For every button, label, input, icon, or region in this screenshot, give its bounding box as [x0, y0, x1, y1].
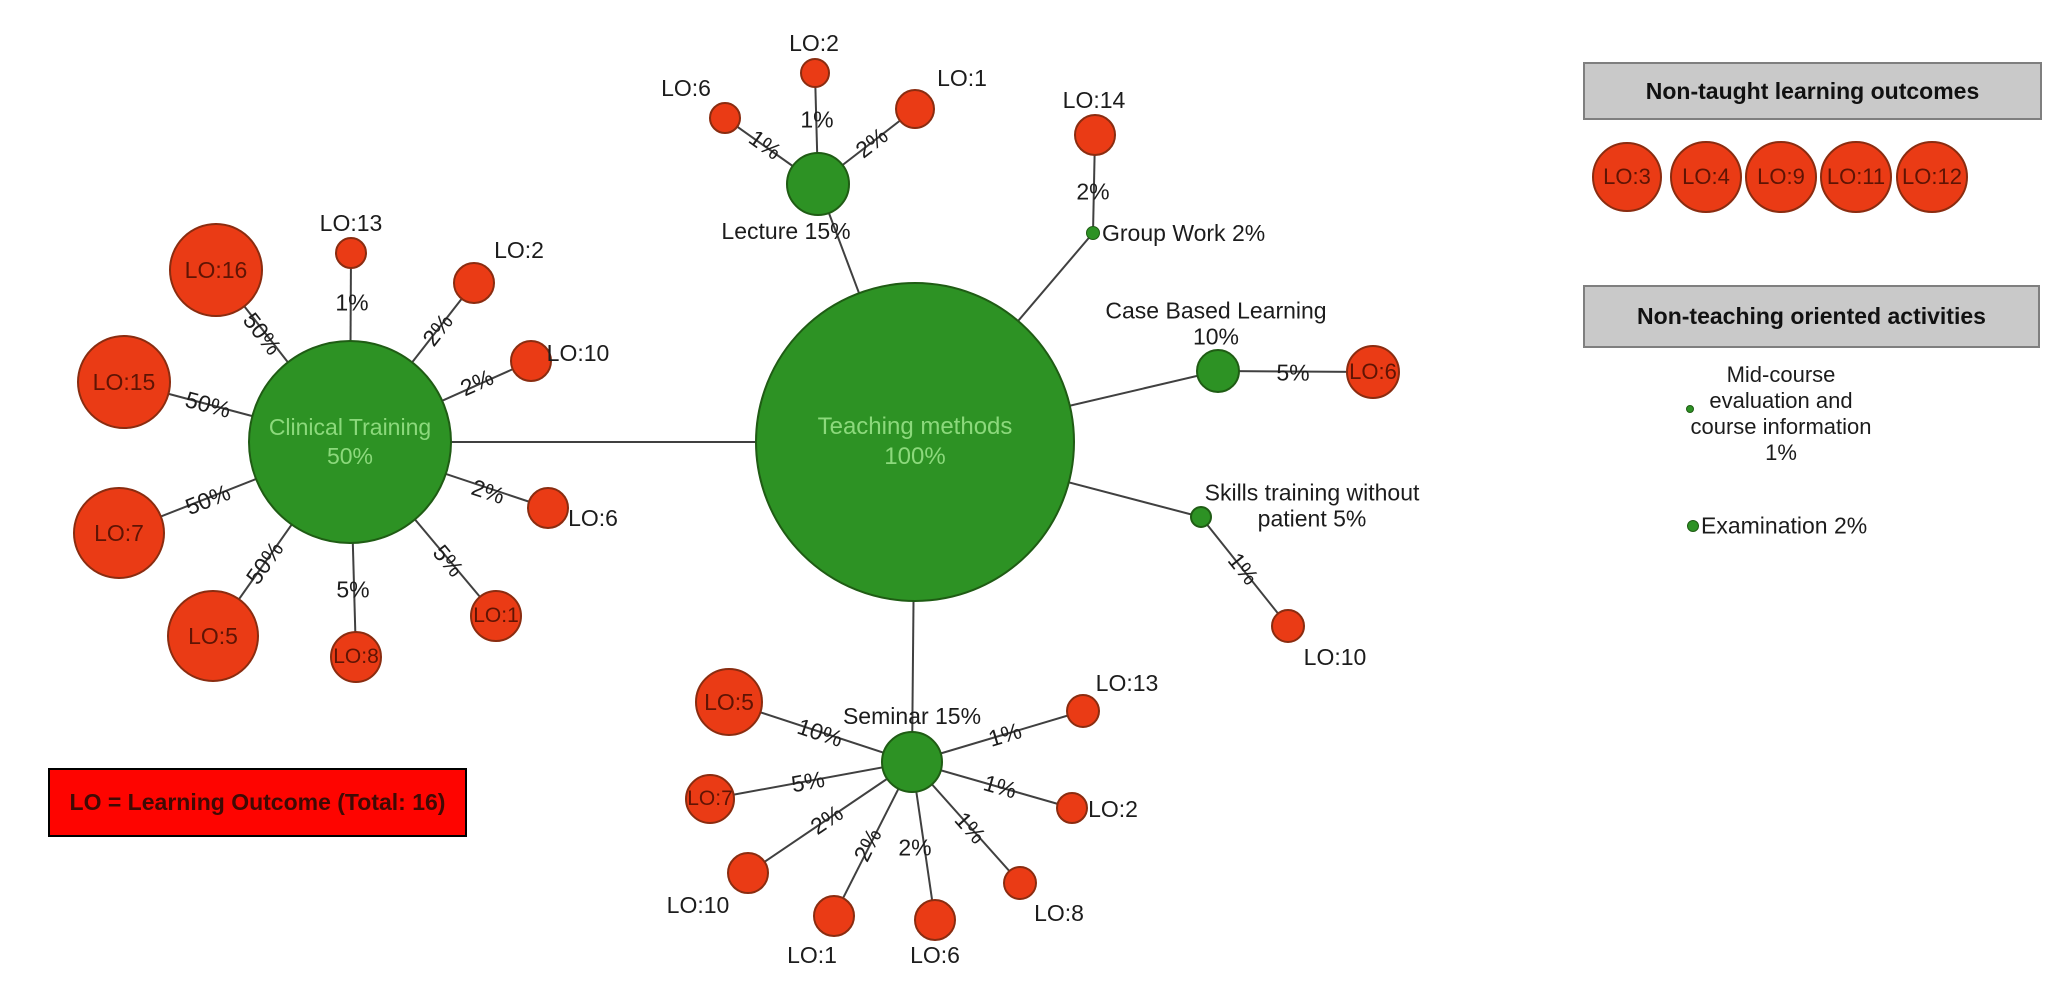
node-lo2-clinical [453, 262, 495, 304]
label-lo6-seminar: LO:6 [910, 941, 960, 968]
label-case-based-learning: Case Based Learning 10% [1105, 297, 1327, 350]
node-lo2-seminar [1056, 792, 1088, 824]
label-group-work: Group Work 2% [1102, 219, 1266, 246]
edge-percent-label: 5% [1276, 359, 1310, 386]
node-lo3-legend-label: LO:3 [1603, 164, 1651, 190]
node-lo7-seminar-label: LO:7 [687, 786, 733, 810]
node-skills-training [1190, 506, 1212, 528]
node-lo10-seminar [727, 852, 769, 894]
label-lo13-seminar: LO:13 [1095, 669, 1159, 696]
label-lo14-groupwork: LO:14 [1062, 86, 1126, 113]
node-lo7-seminar: LO:7 [685, 774, 735, 824]
examination-label: Examination 2% [1701, 512, 1868, 539]
node-lo15-clinical: LO:15 [77, 335, 171, 429]
node-seminar [881, 731, 943, 793]
node-lo7-clinical: LO:7 [73, 487, 165, 579]
node-lo8-clinical: LO:8 [330, 631, 382, 683]
label-lo10-clinical: LO:10 [546, 339, 610, 366]
edge-percent-label: 1% [335, 289, 369, 316]
label-lecture: Lecture 15% [721, 217, 851, 244]
node-group-work [1086, 226, 1100, 240]
label-lo8-seminar: LO:8 [1034, 899, 1084, 926]
node-lecture [786, 152, 850, 216]
label-skills-training: Skills training without patient 5% [1204, 479, 1420, 532]
label-seminar: Seminar 15% [842, 702, 982, 729]
node-lo6-clinical [527, 487, 569, 529]
non-teaching-legend-title: Non-teaching oriented activities [1637, 303, 1986, 329]
node-lo1-seminar [813, 895, 855, 937]
node-lo5-clinical-label: LO:5 [188, 622, 238, 649]
node-teaching-methods-label: Teaching methods 100% [817, 413, 1013, 470]
node-teaching-methods: Teaching methods 100% [755, 282, 1075, 602]
edge-line [1200, 516, 1289, 627]
node-lo10-clinical [510, 340, 552, 382]
label-lo1-seminar: LO:1 [787, 941, 837, 968]
edge-percent-label: 5% [336, 576, 370, 603]
edge-line [747, 761, 913, 874]
node-lo5-clinical: LO:5 [167, 590, 259, 682]
label-lo6-lecture: LO:6 [661, 74, 711, 101]
label-lo2-clinical: LO:2 [494, 236, 544, 263]
node-lo13-seminar [1066, 694, 1100, 728]
non-teaching-legend-header: Non-teaching oriented activities [1583, 285, 2040, 348]
label-lo1-lecture: LO:1 [937, 64, 987, 91]
node-lo16-clinical-label: LO:16 [184, 256, 248, 283]
node-lo11-legend: LO:11 [1820, 141, 1892, 213]
non-taught-legend-title: Non-taught learning outcomes [1645, 77, 1980, 104]
node-lo16-clinical: LO:16 [169, 223, 263, 317]
node-examination-dot [1687, 520, 1699, 532]
node-lo11-legend-label: LO:11 [1826, 164, 1886, 190]
node-lo9-legend-label: LO:9 [1757, 164, 1805, 190]
node-clinical-training-label: Clinical Training 50% [268, 414, 432, 469]
node-lo13-clinical [335, 237, 367, 269]
node-midcourse-dot [1686, 405, 1694, 413]
node-lo5-seminar-label: LO:5 [704, 688, 754, 715]
label-lo10-skills: LO:10 [1303, 643, 1367, 670]
node-lo15-clinical-label: LO:15 [92, 368, 156, 395]
node-lo12-legend: LO:12 [1896, 141, 1968, 213]
node-lo6-case-label: LO:6 [1349, 359, 1397, 385]
node-lo8-clinical-label: LO:8 [333, 644, 379, 668]
node-lo14-groupwork [1074, 114, 1116, 156]
node-lo6-lecture [709, 102, 741, 134]
node-lo8-seminar [1003, 866, 1037, 900]
edge-percent-label: 1% [800, 106, 834, 133]
node-lo12-legend-label: LO:12 [1902, 164, 1962, 190]
node-lo7-clinical-label: LO:7 [94, 519, 144, 546]
node-lo2-lecture [800, 58, 830, 88]
node-lo1-clinical: LO:1 [470, 590, 522, 642]
node-lo1-lecture [895, 89, 935, 129]
lo-definition-note-text: LO = Learning Outcome (Total: 16) [69, 789, 446, 815]
lo-definition-note: LO = Learning Outcome (Total: 16) [48, 768, 467, 837]
node-lo6-seminar [914, 899, 956, 941]
midcourse-evaluation-label: Mid-course evaluation and course informa… [1690, 362, 1872, 465]
edge-percent-label: 2% [898, 834, 932, 861]
label-lo13-clinical: LO:13 [319, 209, 383, 236]
edge-percent-label: 2% [1076, 178, 1110, 205]
label-lo2-lecture: LO:2 [789, 29, 839, 56]
node-case-based-learning [1196, 349, 1240, 393]
node-lo1-clinical-label: LO:1 [473, 603, 519, 627]
node-lo9-legend: LO:9 [1745, 141, 1817, 213]
non-taught-legend-header: Non-taught learning outcomes [1583, 62, 2042, 120]
label-lo2-seminar: LO:2 [1088, 795, 1138, 822]
node-lo6-case: LO:6 [1346, 345, 1400, 399]
node-clinical-training: Clinical Training 50% [248, 340, 452, 544]
label-lo10-seminar: LO:10 [666, 891, 730, 918]
label-lo6-clinical: LO:6 [568, 504, 618, 531]
edge-line [709, 761, 913, 800]
node-lo3-legend: LO:3 [1592, 142, 1662, 212]
node-lo4-legend: LO:4 [1670, 141, 1742, 213]
node-lo5-seminar: LO:5 [695, 668, 763, 736]
node-lo10-skills [1271, 609, 1305, 643]
node-lo4-legend-label: LO:4 [1682, 164, 1730, 190]
